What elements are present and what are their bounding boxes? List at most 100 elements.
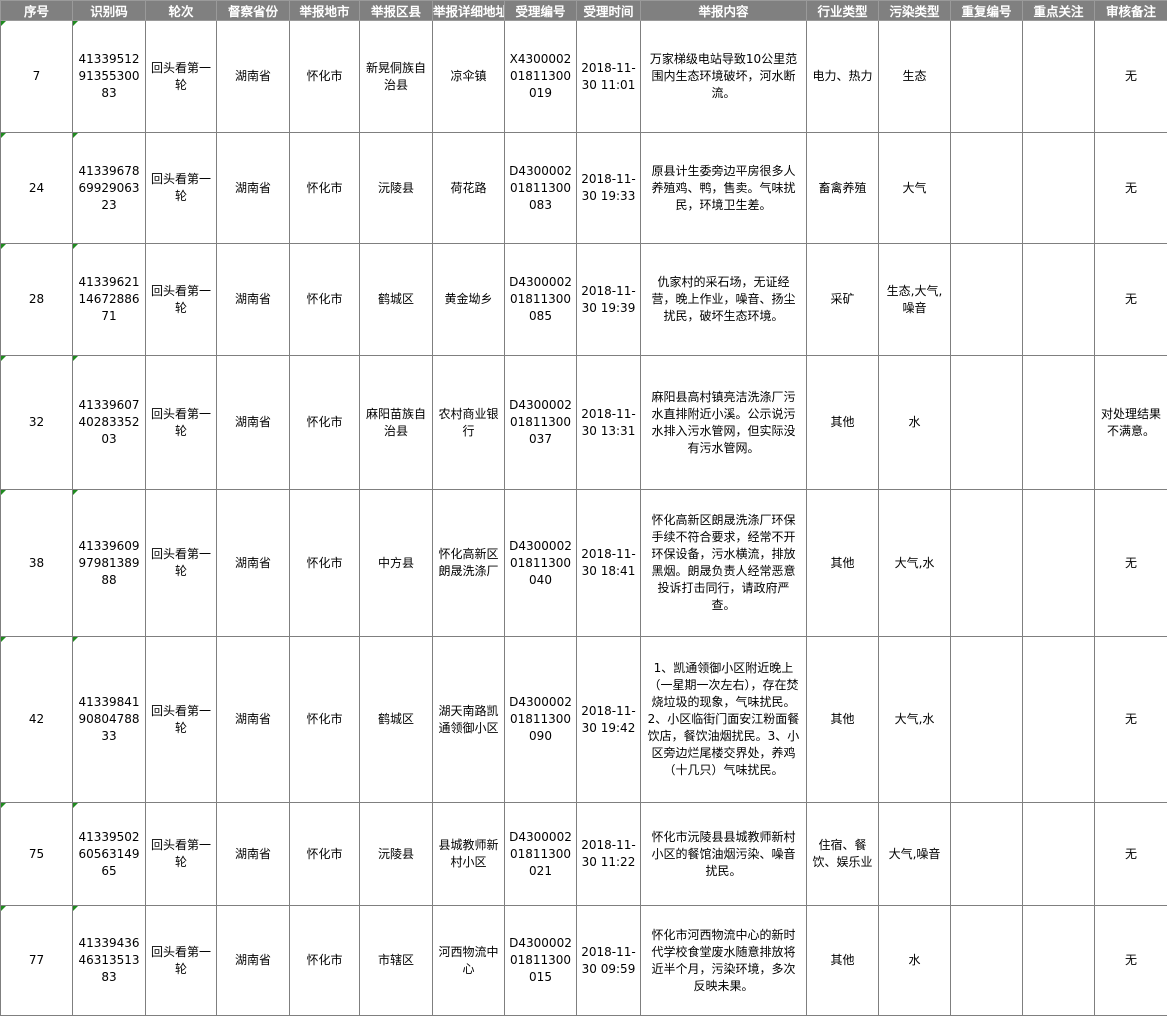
cell-content[interactable]: 麻阳县高村镇亮洁洗涤厂污水直排附近小溪。公示说污水排入污水管网，但实际没有污水管… [641,356,807,490]
cell-id-code[interactable]: 413395026056314965 [73,803,146,906]
cell-dup-no[interactable] [951,244,1023,356]
cell-accept-time[interactable]: 2018-11-30 11:22 [577,803,641,906]
cell-accept-time[interactable]: 2018-11-30 19:33 [577,133,641,244]
cell-accept-no[interactable]: D430000201811300040 [505,490,577,637]
cell-city[interactable]: 怀化市 [290,906,360,1016]
cell-address[interactable]: 荷花路 [433,133,505,244]
cell-province[interactable]: 湖南省 [217,906,290,1016]
cell-content[interactable]: 万家梯级电站导致10公里范围内生态环境破坏，河水断流。 [641,21,807,133]
cell-pollution[interactable]: 大气,噪音 [879,803,951,906]
cell-review-note[interactable]: 无 [1095,21,1167,133]
cell-seq[interactable]: 24 [1,133,73,244]
cell-district[interactable]: 鹤城区 [360,637,433,803]
column-header-seq[interactable]: 序号 [1,1,73,21]
cell-district[interactable]: 鹤城区 [360,244,433,356]
cell-id-code[interactable]: 413395129135530083 [73,21,146,133]
column-header-id-code[interactable]: 识别码 [73,1,146,21]
cell-seq[interactable]: 77 [1,906,73,1016]
cell-review-note[interactable]: 无 [1095,133,1167,244]
cell-district[interactable]: 麻阳苗族自治县 [360,356,433,490]
cell-round[interactable]: 回头看第一轮 [146,133,217,244]
cell-content[interactable]: 怀化高新区朗晟洗涤厂环保手续不符合要求，经常不开环保设备，污水横流，排放黑烟。朗… [641,490,807,637]
cell-industry[interactable]: 住宿、餐饮、娱乐业 [807,803,879,906]
cell-pollution[interactable]: 大气 [879,133,951,244]
cell-id-code[interactable]: 413396786992906323 [73,133,146,244]
cell-province[interactable]: 湖南省 [217,803,290,906]
cell-city[interactable]: 怀化市 [290,356,360,490]
cell-content[interactable]: 仇家村的采石场，无证经营，晚上作业，噪音、扬尘扰民，破坏生态环境。 [641,244,807,356]
cell-seq[interactable]: 28 [1,244,73,356]
cell-focus[interactable] [1023,244,1095,356]
cell-seq[interactable]: 7 [1,21,73,133]
column-header-industry[interactable]: 行业类型 [807,1,879,21]
cell-focus[interactable] [1023,21,1095,133]
cell-industry[interactable]: 其他 [807,906,879,1016]
cell-accept-no[interactable]: D430000201811300021 [505,803,577,906]
cell-accept-time[interactable]: 2018-11-30 18:41 [577,490,641,637]
cell-accept-no[interactable]: D430000201811300015 [505,906,577,1016]
cell-accept-time[interactable]: 2018-11-30 09:59 [577,906,641,1016]
cell-dup-no[interactable] [951,906,1023,1016]
column-header-accept-no[interactable]: 受理编号 [505,1,577,21]
cell-round[interactable]: 回头看第一轮 [146,356,217,490]
cell-accept-no[interactable]: D430000201811300083 [505,133,577,244]
cell-dup-no[interactable] [951,490,1023,637]
cell-seq[interactable]: 32 [1,356,73,490]
cell-city[interactable]: 怀化市 [290,637,360,803]
cell-district[interactable]: 新晃侗族自治县 [360,21,433,133]
cell-province[interactable]: 湖南省 [217,356,290,490]
cell-round[interactable]: 回头看第一轮 [146,21,217,133]
cell-address[interactable]: 怀化高新区朗晟洗涤厂 [433,490,505,637]
cell-round[interactable]: 回头看第一轮 [146,803,217,906]
cell-focus[interactable] [1023,356,1095,490]
cell-review-note[interactable]: 无 [1095,803,1167,906]
cell-accept-time[interactable]: 2018-11-30 11:01 [577,21,641,133]
cell-province[interactable]: 湖南省 [217,21,290,133]
cell-province[interactable]: 湖南省 [217,637,290,803]
cell-review-note[interactable]: 对处理结果不满意。 [1095,356,1167,490]
cell-seq[interactable]: 75 [1,803,73,906]
cell-content[interactable]: 原县计生委旁边平房很多人养殖鸡、鸭，售卖。气味扰民，环境卫生差。 [641,133,807,244]
cell-district[interactable]: 沅陵县 [360,803,433,906]
cell-pollution[interactable]: 大气,水 [879,637,951,803]
cell-review-note[interactable]: 无 [1095,490,1167,637]
cell-address[interactable]: 凉伞镇 [433,21,505,133]
cell-dup-no[interactable] [951,637,1023,803]
cell-industry[interactable]: 其他 [807,637,879,803]
cell-industry[interactable]: 电力、热力 [807,21,879,133]
cell-accept-no[interactable]: D430000201811300090 [505,637,577,803]
cell-dup-no[interactable] [951,133,1023,244]
column-header-content[interactable]: 举报内容 [641,1,807,21]
cell-id-code[interactable]: 413394364631351383 [73,906,146,1016]
cell-city[interactable]: 怀化市 [290,803,360,906]
column-header-pollution[interactable]: 污染类型 [879,1,951,21]
cell-accept-no[interactable]: X430000201811300019 [505,21,577,133]
cell-address[interactable]: 河西物流中心 [433,906,505,1016]
cell-province[interactable]: 湖南省 [217,244,290,356]
cell-industry[interactable]: 其他 [807,490,879,637]
cell-province[interactable]: 湖南省 [217,490,290,637]
cell-pollution[interactable]: 水 [879,356,951,490]
cell-focus[interactable] [1023,906,1095,1016]
cell-round[interactable]: 回头看第一轮 [146,490,217,637]
cell-pollution[interactable]: 生态 [879,21,951,133]
cell-review-note[interactable]: 无 [1095,244,1167,356]
cell-address[interactable]: 县城教师新村小区 [433,803,505,906]
cell-industry[interactable]: 采矿 [807,244,879,356]
column-header-dup-no[interactable]: 重复编号 [951,1,1023,21]
column-header-district[interactable]: 举报区县 [360,1,433,21]
cell-review-note[interactable]: 无 [1095,906,1167,1016]
cell-address[interactable]: 农村商业银行 [433,356,505,490]
cell-city[interactable]: 怀化市 [290,21,360,133]
column-header-focus[interactable]: 重点关注 [1023,1,1095,21]
cell-round[interactable]: 回头看第一轮 [146,637,217,803]
cell-city[interactable]: 怀化市 [290,133,360,244]
column-header-address[interactable]: 举报详细地址 [433,1,505,21]
column-header-city[interactable]: 举报地市 [290,1,360,21]
cell-id-code[interactable]: 413398419080478833 [73,637,146,803]
cell-district[interactable]: 中方县 [360,490,433,637]
cell-industry[interactable]: 畜禽养殖 [807,133,879,244]
column-header-province[interactable]: 督察省份 [217,1,290,21]
cell-city[interactable]: 怀化市 [290,490,360,637]
column-header-review-note[interactable]: 审核备注 [1095,1,1167,21]
